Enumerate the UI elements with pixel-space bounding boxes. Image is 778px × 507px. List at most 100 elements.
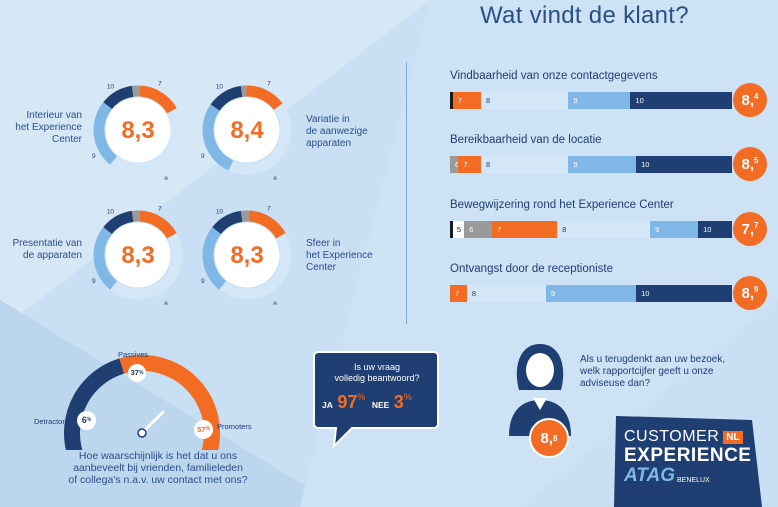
nps-question-line: of collega's n.a.v. uw contact met ons?	[68, 474, 248, 486]
page-title: Wat vindt de klant?	[480, 2, 689, 29]
bar-segment-9: 9	[568, 92, 631, 109]
donut-tick-label: 8	[273, 176, 277, 180]
nps-passives-label: Passives	[118, 350, 149, 359]
advisor-score-badge: 8, 8	[529, 418, 569, 458]
nps-promoters-value: 57	[197, 425, 206, 434]
donut-center	[105, 97, 171, 163]
bubble-yes-value: 97	[337, 392, 358, 412]
bar-segment-8: 8	[466, 285, 546, 302]
bar-segment-8: 8	[557, 221, 651, 238]
nps-detractors-value: 6	[81, 415, 87, 425]
bar-title: Ontvangst door de receptioniste	[450, 263, 614, 275]
donut-score: 8,3	[230, 242, 263, 269]
stacked-bar: 7 8 9 10	[450, 285, 732, 302]
donut-segment-10	[210, 85, 243, 111]
donut-label-line: apparaten	[306, 138, 352, 149]
bar-title: Bereikbaarheid van de locatie	[450, 134, 602, 146]
bar-score-main: 8,	[741, 91, 755, 109]
donut-score: 8,4	[230, 117, 264, 144]
advisor-question-line: adviseuse dan?	[580, 378, 651, 389]
donut-segment-9	[202, 104, 234, 171]
bar-score-sup: 7	[754, 220, 759, 230]
logo-customer-text: CUSTOMER	[624, 428, 720, 445]
bar-segment-10: 10	[636, 285, 732, 302]
bar-score-badge: 7, 7	[733, 212, 767, 246]
donut-segment-10	[212, 210, 243, 235]
bar-segment-10: 10	[636, 156, 732, 173]
bubble-question: Is uw vraag volledig beantwoord?	[318, 362, 436, 384]
donut-segment-10	[103, 85, 134, 110]
donut-chart: 8,4 10 7 8 9	[201, 80, 292, 180]
bar-segment-5: 5	[452, 221, 465, 238]
logo-benelux-text: BENELUX	[677, 477, 710, 484]
bar-segment-8: 8	[481, 92, 569, 109]
donut-segment-10	[103, 210, 134, 235]
nps-question-line: Hoe waarschijnlijk is het dat u ons	[78, 450, 238, 462]
donut-tick-label: 9	[92, 278, 96, 285]
bar-score-badge: 8, 9	[733, 276, 767, 310]
advisor-question-line: welk rapportcijfer geeft u onze	[580, 366, 714, 377]
donut-tick-label: 7	[158, 205, 162, 212]
bubble-question-line: volledig beantwoord?	[334, 373, 420, 383]
bar-segment-low	[450, 92, 453, 109]
nps-detractors-unit: %	[86, 417, 92, 423]
bar-segment-7: 7	[450, 285, 467, 302]
bar-score-sup: 5	[754, 155, 759, 165]
logo-atag-text: ATAG	[624, 465, 676, 486]
donut-segment-8	[219, 233, 292, 300]
bar-title: Bewegwijzering rond het Experience Cente…	[450, 199, 674, 211]
donut-tick-label: 10	[107, 83, 115, 90]
donut-label-line: Variatie in	[306, 114, 350, 125]
donut-tick-label: 7	[158, 80, 162, 87]
nps-needle	[140, 410, 165, 435]
donut-segment-7	[139, 85, 177, 114]
donut-center	[105, 222, 171, 288]
stacked-bar: 5 6 7 8 9 10	[450, 221, 732, 238]
donut-label-line: Center	[306, 262, 337, 273]
donut-label-line: de aanwezige	[306, 126, 368, 137]
bar-segment-7: 7	[458, 156, 481, 173]
donut-label-line: de apparaten	[23, 250, 82, 261]
donut-segment-7	[139, 210, 177, 239]
donut-label-line: Interieur van	[26, 110, 82, 121]
donut-label-line: het Experience	[306, 250, 373, 261]
advisor-question-line: Als u terugdenkt aan uw bezoek,	[580, 354, 726, 365]
nps-gauge	[64, 355, 220, 450]
advisor-score-main: 8,	[540, 429, 554, 447]
bar-segment-6: 6	[450, 156, 459, 173]
donut-score: 8,3	[121, 117, 154, 144]
donut-center	[214, 222, 280, 288]
bubble-question-line: Is uw vraag	[353, 362, 401, 372]
donut-tick-label: 8	[164, 301, 168, 305]
donut-segment-9	[93, 102, 118, 165]
bubble-no-unit: %	[403, 392, 412, 402]
bar-score-badge: 8, 4	[733, 83, 767, 117]
bar-score-sup: 4	[754, 91, 759, 101]
bar-segment-10: 10	[630, 92, 732, 109]
donut-center	[214, 97, 280, 163]
donut-chart: 8,3 10 7 8 9	[201, 205, 292, 305]
donut-segment-8	[110, 108, 183, 175]
donut-label-line: Presentatie van	[12, 238, 83, 249]
nps-question: Hoe waarschijnlijk is het dat u ons aanb…	[40, 450, 276, 486]
bar-segment-9: 9	[568, 156, 637, 173]
nps-question-line: aanbeveelt bij vrienden, familieleden	[73, 462, 243, 474]
nps-promoters-badge: 57%	[194, 420, 213, 439]
bar-score-badge: 8, 5	[733, 147, 767, 181]
donut-segment-9	[93, 227, 118, 290]
nps-detractors-badge: 6%	[77, 411, 96, 430]
bar-score-main: 7,	[741, 220, 755, 238]
nps-passives-badge: 37%	[128, 364, 146, 382]
nps-arc-promoters	[119, 355, 220, 450]
donut-score: 8,3	[121, 242, 154, 269]
nps-needle-hub	[137, 428, 147, 438]
speech-bubble	[313, 351, 439, 449]
donut-tick-label: 10	[216, 208, 224, 215]
logo-nl-badge: NL	[723, 430, 743, 444]
advisor-score-sup: 8	[553, 433, 558, 443]
bar-segment-9: 9	[545, 285, 637, 302]
bar-segment-9: 9	[650, 221, 699, 238]
bar-segment-8: 8	[481, 156, 569, 173]
customer-experience-logo: CUSTOMER NL EXPERIENCE ATAG BENELUX	[624, 428, 764, 487]
bubble-answers: JA 97% NEE 3%	[322, 392, 438, 413]
